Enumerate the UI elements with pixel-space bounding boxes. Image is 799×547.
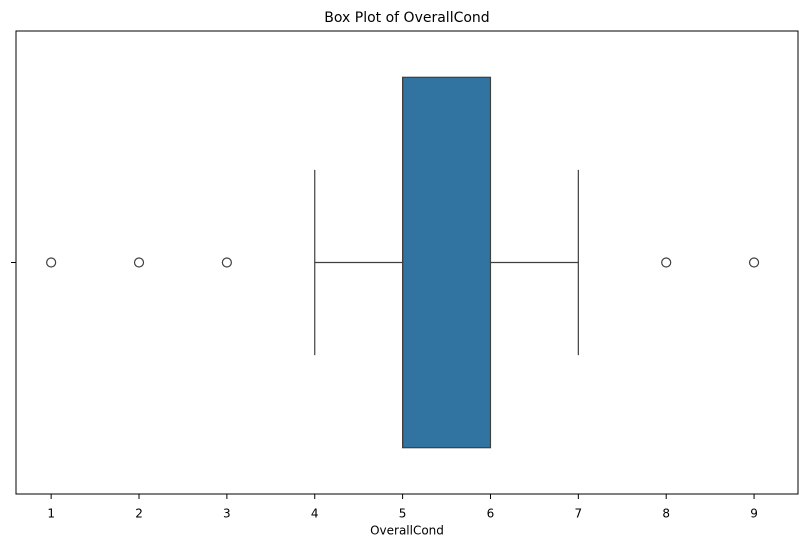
box [402,76,492,449]
outlier [46,257,57,268]
x-tick-label: 3 [223,507,231,521]
x-tick-label: 5 [399,507,407,521]
x-tick-label: 6 [487,507,495,521]
plot-frame [15,30,799,495]
x-tick-label: 8 [662,507,670,521]
x-tick-label: 9 [750,507,758,521]
x-tick-label: 4 [311,507,319,521]
chart-title: Box Plot of OverallCond [324,10,489,26]
x-tick-label: 7 [575,507,583,521]
x-axis-label: OverallCond [370,524,444,538]
x-tick-label: 1 [47,507,55,521]
outlier [661,257,672,268]
x-tick-label: 2 [135,507,143,521]
outlier [221,257,232,268]
outlier [748,257,760,268]
outlier [133,257,145,268]
